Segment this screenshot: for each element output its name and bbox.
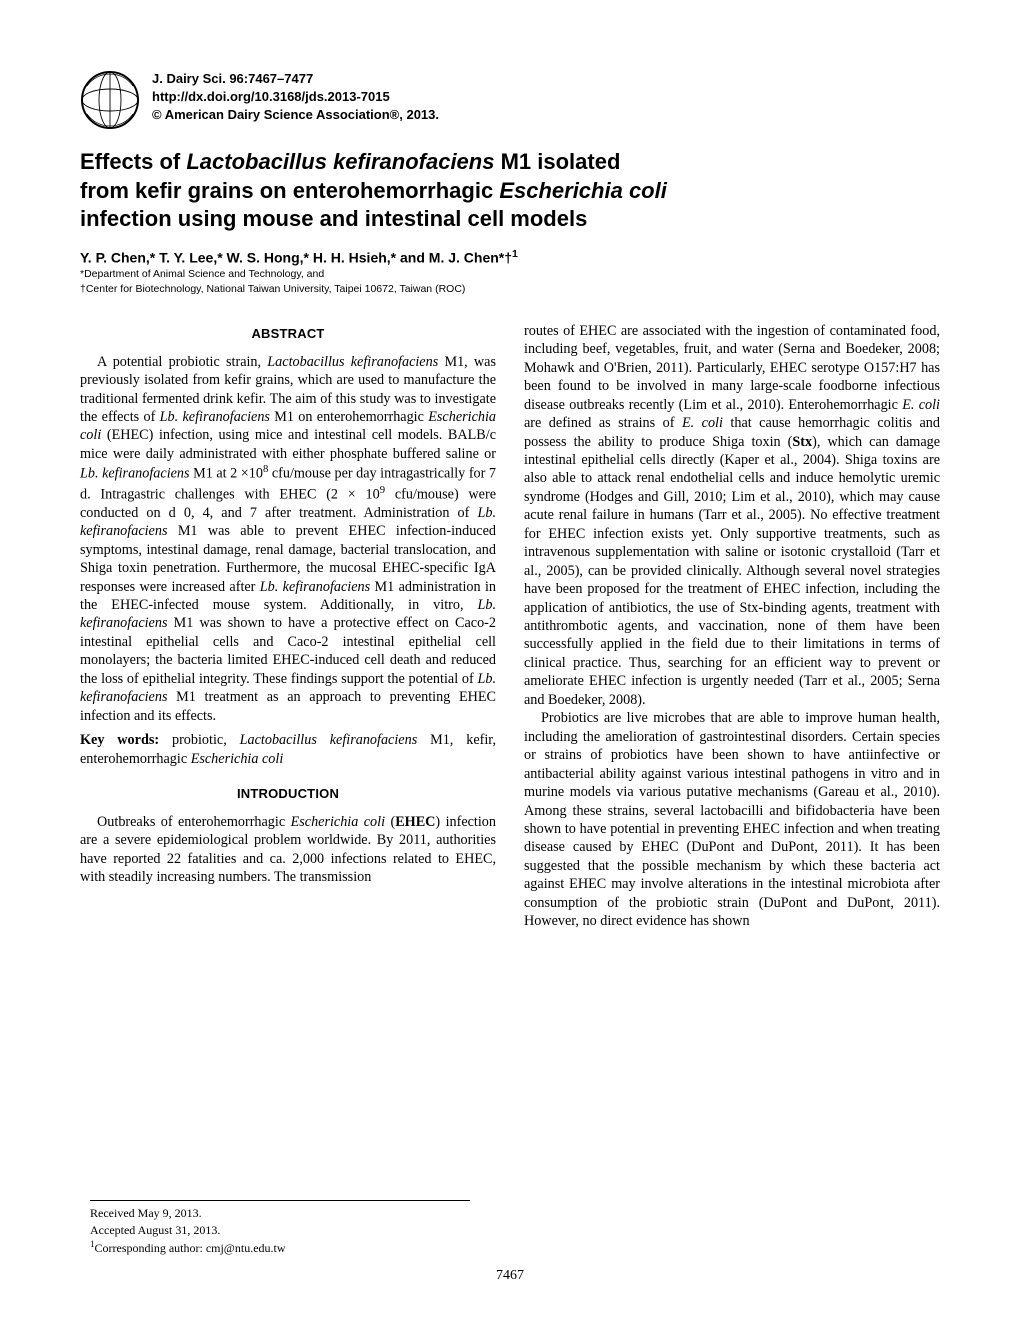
author-sup: 1: [512, 248, 518, 260]
corresponding-author: 1Corresponding author: cmj@ntu.edu.tw: [90, 1238, 470, 1256]
received-date: Received May 9, 2013.: [90, 1205, 470, 1221]
header-meta: J. Dairy Sci. 96:7467–7477 http://dx.doi…: [152, 70, 439, 125]
footnotes: Received May 9, 2013. Accepted August 31…: [90, 1200, 470, 1256]
affiliation-line: †Center for Biotechnology, National Taiw…: [80, 282, 940, 296]
title-italic: Lactobacillus kefiranofaciens: [186, 149, 494, 174]
copyright: © American Dairy Science Association®, 2…: [152, 106, 439, 124]
header-block: J. Dairy Sci. 96:7467–7477 http://dx.doi…: [80, 70, 940, 130]
title-italic: Escherichia coli: [499, 178, 667, 203]
keywords-label: Key words:: [80, 732, 159, 748]
affiliation-line: *Department of Animal Science and Techno…: [80, 267, 940, 281]
page-number: 7467: [0, 1268, 1020, 1284]
authors: Y. P. Chen,* T. Y. Lee,* W. S. Hong,* H.…: [80, 248, 940, 266]
journal-citation: J. Dairy Sci. 96:7467–7477: [152, 70, 439, 88]
body-paragraph: Probiotics are live microbes that are ab…: [524, 709, 940, 930]
title-text: from kefir grains on enterohemorrhagic: [80, 178, 499, 203]
title-text: Effects of: [80, 149, 186, 174]
abstract-paragraph: A potential probiotic strain, Lactobacil…: [80, 353, 496, 726]
two-column-body: ABSTRACT A potential probiotic strain, L…: [80, 322, 940, 931]
keywords: Key words: probiotic, Lactobacillus kefi…: [80, 731, 496, 768]
introduction-heading: INTRODUCTION: [80, 786, 496, 803]
title-text: M1 isolated: [494, 149, 620, 174]
title-text: infection using mouse and intestinal cel…: [80, 206, 587, 231]
article-title: Effects of Lactobacillus kefiranofaciens…: [80, 148, 940, 234]
left-column: ABSTRACT A potential probiotic strain, L…: [80, 322, 496, 931]
doi: http://dx.doi.org/10.3168/jds.2013-7015: [152, 88, 439, 106]
journal-logo-icon: [80, 70, 140, 130]
page: J. Dairy Sci. 96:7467–7477 http://dx.doi…: [0, 0, 1020, 1320]
affiliations: *Department of Animal Science and Techno…: [80, 267, 940, 295]
body-paragraph: routes of EHEC are associated with the i…: [524, 322, 940, 710]
abstract-heading: ABSTRACT: [80, 326, 496, 343]
author-list: Y. P. Chen,* T. Y. Lee,* W. S. Hong,* H.…: [80, 249, 512, 265]
accepted-date: Accepted August 31, 2013.: [90, 1222, 470, 1238]
right-column: routes of EHEC are associated with the i…: [524, 322, 940, 931]
intro-paragraph: Outbreaks of enterohemorrhagic Escherich…: [80, 813, 496, 887]
